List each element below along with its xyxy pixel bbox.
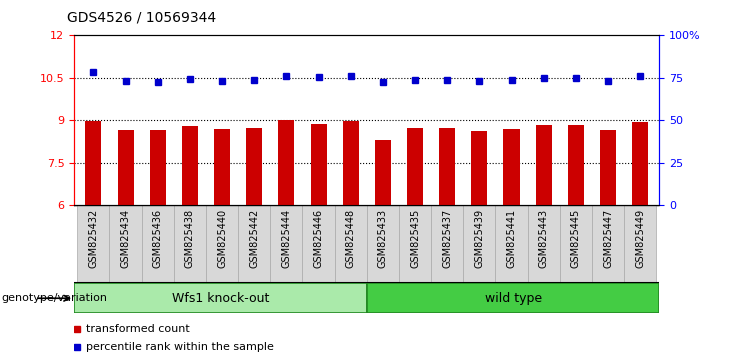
Bar: [600, 130, 616, 205]
Text: GSM825434: GSM825434: [121, 209, 130, 268]
Text: GSM825439: GSM825439: [474, 209, 485, 268]
Bar: [568, 125, 584, 205]
Text: GSM825433: GSM825433: [378, 209, 388, 268]
Bar: [150, 130, 166, 205]
Text: GSM825444: GSM825444: [282, 209, 291, 268]
Bar: [238, 205, 270, 283]
Text: GSM825443: GSM825443: [539, 209, 548, 268]
Text: wild type: wild type: [485, 292, 542, 305]
Bar: [246, 128, 262, 205]
Text: GDS4526 / 10569344: GDS4526 / 10569344: [67, 11, 216, 25]
Bar: [110, 205, 142, 283]
Bar: [335, 205, 367, 283]
Bar: [342, 121, 359, 205]
Text: GSM825446: GSM825446: [313, 209, 324, 268]
Bar: [503, 129, 519, 205]
Bar: [632, 122, 648, 205]
Text: GSM825441: GSM825441: [507, 209, 516, 268]
Bar: [439, 128, 455, 205]
Text: GSM825445: GSM825445: [571, 209, 581, 268]
Text: GSM825432: GSM825432: [88, 209, 99, 268]
Bar: [431, 205, 463, 283]
Bar: [528, 205, 559, 283]
Bar: [118, 130, 133, 205]
Bar: [85, 121, 102, 205]
Bar: [142, 205, 174, 283]
Bar: [463, 205, 496, 283]
Bar: [367, 205, 399, 283]
Text: GSM825442: GSM825442: [249, 209, 259, 268]
Text: Wfs1 knock-out: Wfs1 knock-out: [172, 292, 269, 305]
Bar: [407, 128, 423, 205]
Bar: [399, 205, 431, 283]
Bar: [270, 205, 302, 283]
Bar: [302, 205, 335, 283]
Bar: [77, 205, 110, 283]
Bar: [624, 205, 657, 283]
Text: GSM825447: GSM825447: [603, 209, 613, 268]
Bar: [592, 205, 624, 283]
Text: GSM825449: GSM825449: [635, 209, 645, 268]
Bar: [536, 125, 552, 205]
Text: GSM825435: GSM825435: [410, 209, 420, 268]
Bar: [174, 205, 206, 283]
Text: genotype/variation: genotype/variation: [1, 293, 107, 303]
Text: GSM825448: GSM825448: [346, 209, 356, 268]
Text: GSM825437: GSM825437: [442, 209, 452, 268]
Bar: [310, 124, 327, 205]
Text: GSM825440: GSM825440: [217, 209, 227, 268]
Bar: [214, 130, 230, 205]
Bar: [559, 205, 592, 283]
Text: percentile rank within the sample: percentile rank within the sample: [86, 342, 273, 353]
Bar: [471, 131, 488, 205]
Bar: [375, 139, 391, 205]
Bar: [182, 126, 198, 205]
Text: GSM825436: GSM825436: [153, 209, 163, 268]
Bar: [279, 120, 294, 205]
Bar: [496, 205, 528, 283]
Bar: [74, 283, 367, 313]
Bar: [206, 205, 238, 283]
Text: GSM825438: GSM825438: [185, 209, 195, 268]
Text: transformed count: transformed count: [86, 324, 190, 334]
Bar: [367, 283, 659, 313]
